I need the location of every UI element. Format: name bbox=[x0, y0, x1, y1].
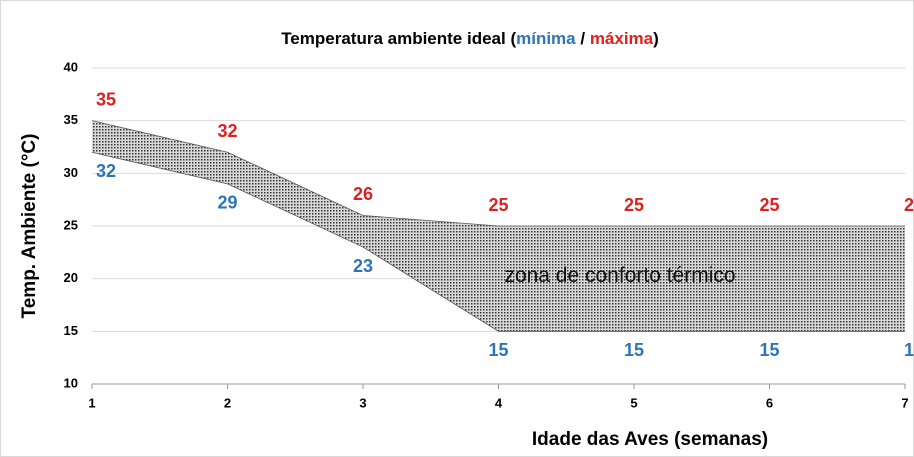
data-label: 15 bbox=[759, 340, 779, 360]
data-label: 25 bbox=[759, 195, 779, 215]
y-tick-label: 25 bbox=[64, 217, 78, 232]
x-tick-label: 2 bbox=[224, 395, 231, 410]
data-label: 15 bbox=[488, 340, 508, 360]
band-edge bbox=[91, 120, 905, 227]
chart-title: Temperatura ambiente ideal (mínima / máx… bbox=[281, 29, 659, 48]
x-axis-label: Idade das Aves (semanas) bbox=[532, 429, 768, 450]
title-part: / bbox=[576, 29, 590, 48]
title-part: Temperatura ambiente ideal ( bbox=[281, 29, 516, 48]
data-label: 29 bbox=[217, 193, 237, 213]
y-tick-label: 15 bbox=[64, 323, 78, 338]
y-tick-label: 20 bbox=[64, 270, 78, 285]
x-tick-label: 6 bbox=[766, 395, 773, 410]
title-part: ) bbox=[653, 29, 659, 48]
data-label: 15 bbox=[904, 340, 914, 360]
y-axis-label: Temp. Ambiente (°C) bbox=[19, 134, 40, 319]
data-label: 32 bbox=[96, 161, 116, 181]
x-tick-label: 1 bbox=[88, 395, 95, 410]
y-tick-label: 10 bbox=[64, 375, 78, 390]
data-label: 35 bbox=[96, 89, 116, 109]
data-label: 32 bbox=[217, 121, 237, 141]
title-part: mínima bbox=[516, 29, 576, 48]
band-edge bbox=[91, 151, 905, 332]
annotation: zona de conforto térmico bbox=[504, 264, 735, 287]
data-label: 26 bbox=[353, 184, 373, 204]
data-label: 25 bbox=[904, 195, 914, 215]
x-tick-label: 3 bbox=[359, 395, 366, 410]
data-label: 25 bbox=[624, 195, 644, 215]
y-tick-label: 30 bbox=[64, 165, 78, 180]
x-tick-label: 7 bbox=[901, 395, 908, 410]
x-tick-label: 5 bbox=[630, 395, 637, 410]
x-tick-label: 4 bbox=[495, 395, 503, 410]
y-tick-label: 35 bbox=[64, 112, 78, 127]
data-label: 15 bbox=[624, 340, 644, 360]
y-tick-label: 40 bbox=[64, 59, 78, 74]
data-label: 23 bbox=[353, 256, 373, 276]
data-label: 25 bbox=[488, 195, 508, 215]
title-part: máxima bbox=[590, 29, 654, 48]
